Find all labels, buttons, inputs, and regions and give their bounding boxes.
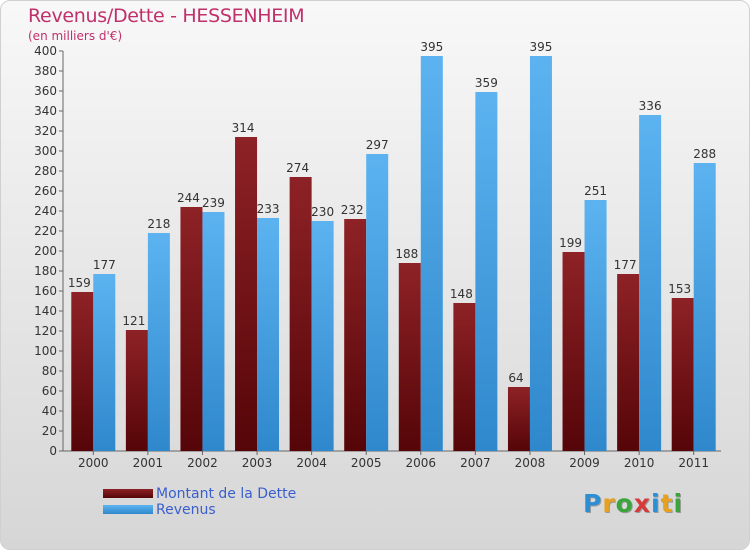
y-tick-label: 260	[34, 184, 57, 198]
bar-revenue-2009	[584, 200, 607, 451]
y-tick-label: 60	[42, 384, 57, 398]
chart-subtitle: (en milliers d'€)	[28, 29, 123, 43]
y-tick-label: 180	[34, 264, 57, 278]
y-tick-label: 120	[34, 324, 57, 338]
data-label-revenue-2004: 230	[311, 205, 334, 219]
bar-debt-2006	[398, 263, 421, 451]
bar-revenue-2002	[202, 212, 225, 451]
x-tick-label: 2004	[296, 456, 327, 470]
y-tick-label: 340	[34, 104, 57, 118]
data-label-revenue-2001: 218	[147, 217, 170, 231]
bar-debt-2007	[453, 303, 476, 451]
y-axis: 0 20 40 60 80 100 120 140 160 180 200 220 240 260 280 3…	[34, 44, 64, 458]
bar-debt-2011	[671, 298, 694, 451]
bars	[71, 56, 716, 451]
y-tick-label: 400	[34, 44, 57, 58]
data-label-debt-2011: 153	[668, 282, 691, 296]
y-tick-label: 160	[34, 284, 57, 298]
data-label-revenue-2003: 233	[257, 202, 280, 216]
bar-debt-2001	[125, 330, 148, 451]
bar-revenue-2005	[366, 154, 389, 451]
x-tick-label: 2007	[460, 456, 491, 470]
bar-debt-2009	[562, 252, 585, 451]
x-tick-label: 2000	[78, 456, 109, 470]
x-tick-label: 2005	[351, 456, 382, 470]
y-tick-label: 360	[34, 84, 57, 98]
y-tick-label: 80	[42, 364, 57, 378]
data-label-revenue-2005: 297	[366, 138, 389, 152]
bar-revenue-2001	[147, 233, 170, 451]
data-label-revenue-2008: 395	[530, 40, 553, 54]
data-label-debt-2006: 188	[395, 247, 418, 261]
y-tick-label: 220	[34, 224, 57, 238]
bar-debt-2004	[289, 177, 312, 451]
data-label-debt-2005: 232	[341, 203, 364, 217]
y-tick-label: 380	[34, 64, 57, 78]
bar-revenue-2004	[311, 221, 334, 451]
y-tick-label: 140	[34, 304, 57, 318]
data-label-revenue-2009: 251	[584, 184, 607, 198]
legend-label-debt: Montant de la Dette	[156, 486, 297, 502]
y-tick-label: 300	[34, 144, 57, 158]
y-tick-label: 100	[34, 344, 57, 358]
bar-revenue-2007	[475, 92, 498, 451]
bar-revenue-2003	[257, 218, 280, 451]
x-tick-label: 2006	[406, 456, 437, 470]
x-tick-label: 2009	[569, 456, 600, 470]
bar-revenue-2006	[420, 56, 443, 451]
data-label-debt-2000: 159	[68, 276, 91, 290]
chart-title: Revenus/Dette - HESSENHEIM	[28, 5, 305, 27]
data-label-debt-2009: 199	[559, 236, 582, 250]
data-label-revenue-2000: 177	[93, 258, 116, 272]
legend-item-debt: Montant de la Dette	[103, 486, 296, 502]
data-label-debt-2004: 274	[286, 161, 309, 175]
x-tick-label: 2001	[133, 456, 164, 470]
bar-revenue-2000	[93, 274, 116, 451]
bar-debt-2008	[507, 387, 530, 451]
bar-revenue-2011	[693, 163, 716, 451]
data-label-revenue-2006: 395	[420, 40, 443, 54]
data-label-debt-2010: 177	[614, 258, 637, 272]
data-label-revenue-2002: 239	[202, 196, 225, 210]
data-label-debt-2007: 148	[450, 287, 473, 301]
y-tick-label: 280	[34, 164, 57, 178]
bar-debt-2000	[71, 292, 94, 451]
y-tick-label: 0	[49, 444, 57, 458]
data-label-debt-2002: 244	[177, 191, 200, 205]
data-label-debt-2003: 314	[232, 121, 255, 135]
x-tick-label: 2008	[515, 456, 546, 470]
bar-debt-2003	[235, 137, 258, 451]
bar-debt-2010	[617, 274, 640, 451]
data-label-debt-2001: 121	[122, 314, 145, 328]
x-tick-label: 2002	[187, 456, 218, 470]
data-label-revenue-2010: 336	[639, 99, 662, 113]
y-tick-label: 20	[42, 424, 57, 438]
proxiti-logo: Proxiti	[583, 489, 684, 518]
legend-swatch-debt	[103, 489, 153, 498]
x-tick-label: 2010	[624, 456, 655, 470]
bar-debt-2002	[180, 207, 203, 451]
y-tick-label: 200	[34, 244, 57, 258]
y-tick-label: 240	[34, 204, 57, 218]
x-axis: 2000 2001 2002 2003 2004 2005 2006 2007 2008 2009…	[63, 450, 721, 470]
data-label-debt-2008: 64	[508, 371, 523, 385]
data-label-revenue-2007: 359	[475, 76, 498, 90]
legend-swatch-revenue	[103, 505, 153, 514]
bar-revenue-2010	[639, 115, 662, 451]
legend-label-revenue: Revenus	[156, 502, 216, 518]
bar-debt-2005	[344, 219, 367, 451]
legend: Montant de la Dette Revenus	[103, 486, 296, 518]
y-tick-label: 320	[34, 124, 57, 138]
y-tick-label: 40	[42, 404, 57, 418]
legend-item-revenue: Revenus	[103, 502, 296, 518]
bar-revenue-2008	[529, 56, 552, 451]
x-tick-label: 2011	[678, 456, 709, 470]
data-label-revenue-2011: 288	[693, 147, 716, 161]
x-tick-label: 2003	[242, 456, 273, 470]
